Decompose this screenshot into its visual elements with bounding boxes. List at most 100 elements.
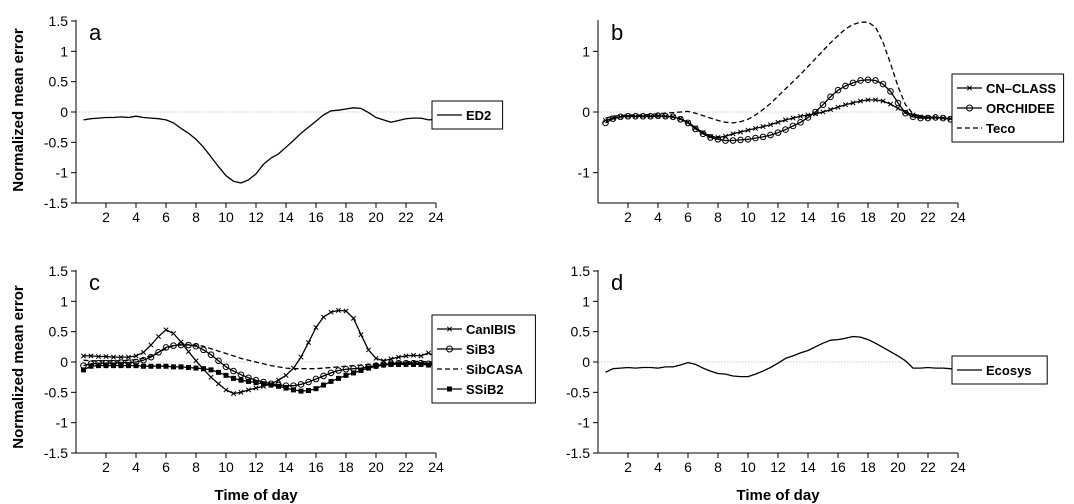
data-point: [103, 353, 109, 360]
data-point: [193, 365, 199, 371]
y-tick-label: 1.5: [49, 13, 69, 29]
data-point: [141, 363, 146, 369]
data-point: [80, 353, 87, 359]
data-point: [171, 364, 176, 370]
data-point: [411, 361, 416, 367]
legend-marker: [966, 85, 973, 91]
data-point: [850, 100, 856, 106]
x-tick-label: 18: [860, 209, 876, 225]
data-point: [230, 367, 237, 375]
data-point: [336, 375, 341, 381]
data-point: [103, 363, 109, 369]
data-point: [388, 356, 394, 362]
data-point: [647, 112, 654, 120]
legend-label: SibCASA: [466, 362, 524, 377]
data-point: [857, 77, 864, 84]
legend-marker: [447, 386, 452, 392]
data-point: [403, 361, 409, 367]
x-tick-label: 6: [684, 459, 692, 475]
y-tick-label: 1.5: [49, 263, 69, 279]
x-tick-label: 2: [102, 209, 110, 225]
data-point: [351, 370, 356, 376]
data-point: [125, 354, 132, 360]
data-point: [155, 348, 162, 356]
series-line: [605, 335, 959, 378]
data-point: [246, 378, 251, 384]
data-point: [654, 112, 662, 119]
data-point: [395, 354, 402, 360]
y-tick-label: 0.5: [49, 74, 69, 90]
data-point: [126, 363, 131, 369]
data-point: [410, 352, 417, 358]
data-point: [238, 389, 244, 395]
data-point: [215, 381, 222, 387]
y-tick-label: 0.5: [571, 324, 591, 340]
data-point: [418, 361, 424, 367]
data-point: [887, 88, 894, 95]
data-point: [373, 363, 379, 369]
panel-letter: a: [89, 20, 102, 45]
data-point: [797, 113, 804, 119]
x-tick-label: 8: [714, 459, 722, 475]
data-point: [335, 307, 342, 313]
panel-letter: c: [89, 270, 100, 295]
data-point: [909, 113, 917, 121]
x-tick-label: 18: [338, 209, 354, 225]
data-point: [669, 113, 677, 121]
series-line: [605, 21, 959, 124]
x-tick-label: 16: [308, 459, 324, 475]
data-point: [812, 108, 819, 116]
x-tick-label: 6: [684, 209, 692, 225]
x-tick-label: 10: [740, 459, 756, 475]
data-point: [425, 350, 432, 356]
data-point: [110, 354, 117, 360]
data-point: [238, 377, 244, 383]
data-point: [328, 309, 334, 315]
data-point: [730, 131, 736, 137]
data-point: [924, 114, 932, 122]
data-point: [223, 372, 229, 378]
x-tick-label: 4: [654, 209, 662, 225]
y-tick-label: -1: [578, 165, 591, 181]
x-tick-label: 20: [890, 459, 906, 475]
data-point: [602, 119, 609, 127]
data-point: [797, 119, 804, 126]
data-point: [88, 353, 94, 359]
x-tick-label: 10: [740, 209, 756, 225]
legend-label: SSiB2: [466, 382, 504, 397]
data-point: [223, 387, 229, 393]
data-point: [185, 349, 192, 355]
y-tick-label: 0: [60, 104, 68, 120]
data-point: [835, 104, 841, 110]
data-point: [767, 131, 774, 139]
data-point: [118, 354, 124, 360]
x-tick-label: 8: [192, 209, 200, 225]
y-tick-label: -1: [56, 415, 69, 431]
data-point: [774, 129, 782, 136]
x-tick-label: 12: [248, 209, 264, 225]
data-point: [305, 340, 312, 346]
y-tick-label: -1.5: [566, 445, 590, 461]
data-point: [140, 349, 147, 355]
y-tick-label: 0.5: [49, 324, 69, 340]
data-point: [298, 354, 304, 360]
data-point: [350, 315, 357, 321]
x-tick-label: 14: [278, 459, 294, 475]
data-point: [887, 101, 894, 107]
data-point: [253, 385, 259, 391]
x-tick-label: 20: [368, 459, 384, 475]
data-point: [358, 332, 364, 338]
panel-c: 2 4 6 8 10 12 14 16 18 20 22 241.510.50-0.5-1-1.5cC…: [44, 263, 536, 475]
series-line: [605, 79, 958, 142]
data-point: [760, 124, 766, 130]
data-point: [737, 129, 744, 135]
data-point: [790, 115, 796, 121]
x-tick-label: 18: [338, 459, 354, 475]
panel-letter: b: [611, 20, 623, 45]
data-point: [872, 77, 879, 84]
data-point: [827, 107, 834, 113]
data-point: [276, 383, 281, 389]
legend-label: Ecosys: [986, 363, 1032, 378]
x-tick-label: 22: [398, 459, 414, 475]
